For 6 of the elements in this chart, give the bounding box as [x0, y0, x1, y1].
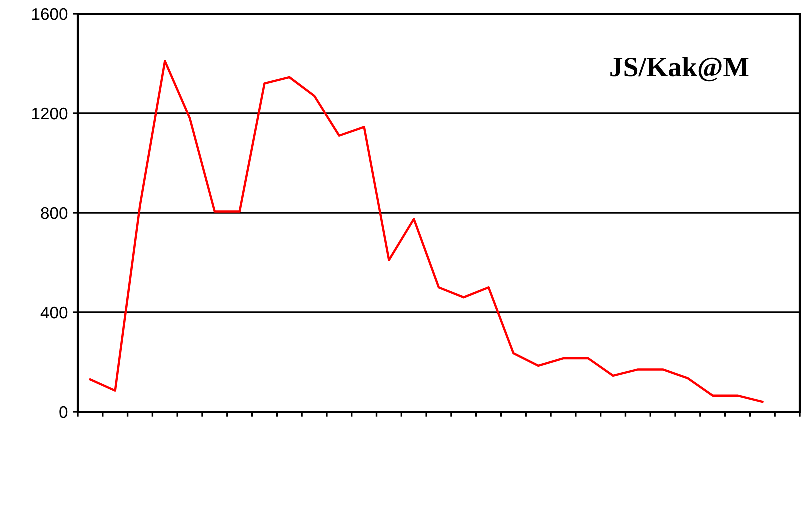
- y-tick-label: 800: [41, 207, 68, 220]
- y-tick-label: 0: [60, 406, 68, 418]
- annotation: JS/Kak@M: [610, 57, 749, 82]
- y-tick-label: 1200: [32, 108, 68, 120]
- y-tick-label: 1600: [32, 8, 68, 20]
- y-tick-label: 400: [40, 306, 68, 319]
